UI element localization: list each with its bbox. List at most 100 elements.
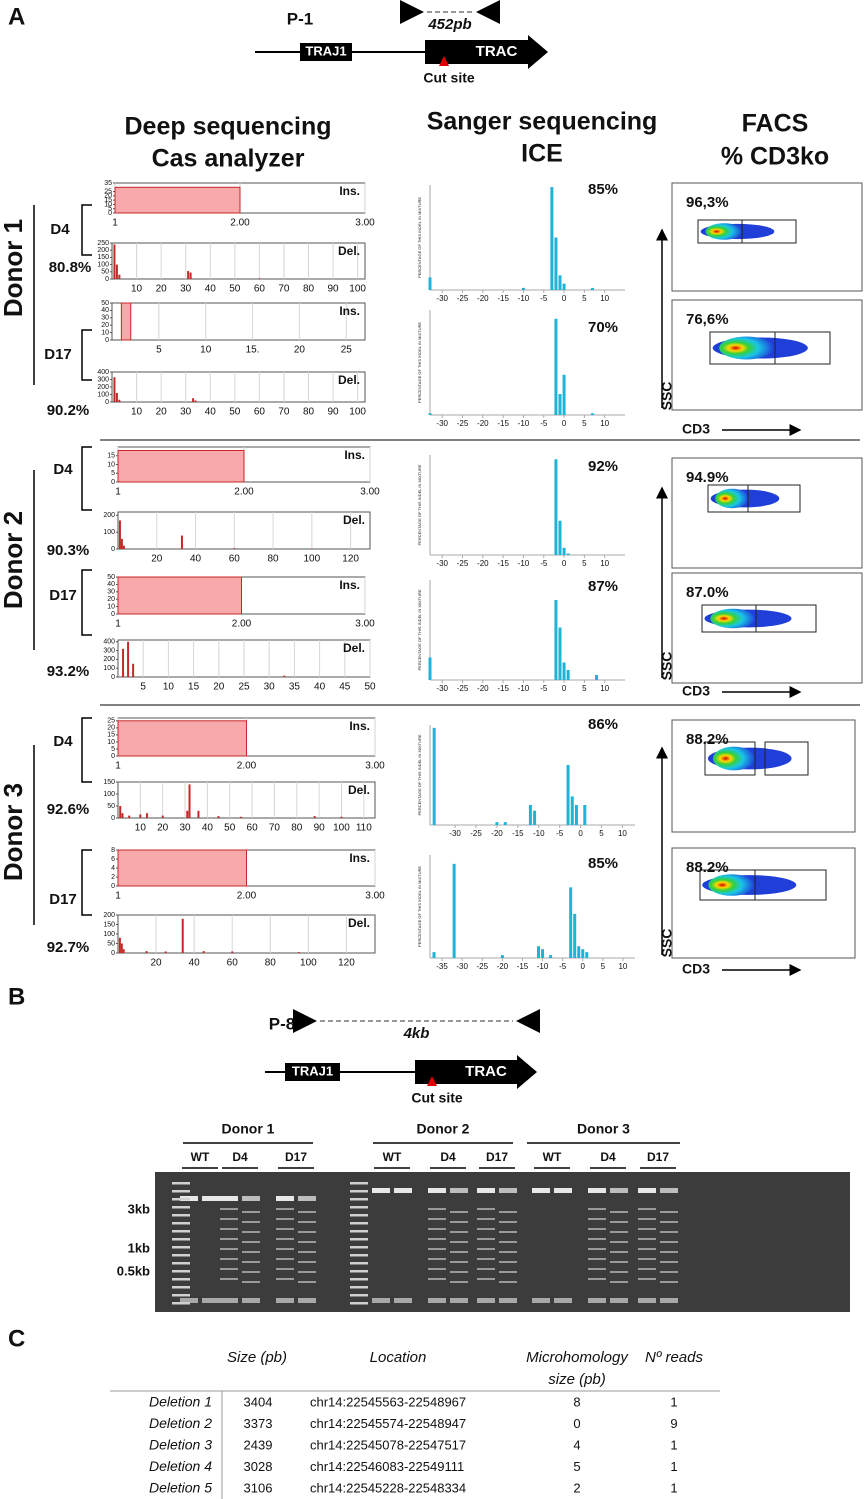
y-tick-label: 200 [97,384,109,391]
bar [187,271,190,279]
bar [558,627,562,680]
x-tick-label: 40 [205,407,217,418]
ladder-band [172,1190,190,1193]
donor-name: Donor 1 [0,219,28,317]
y-tick-label: 100 [97,391,109,398]
band [428,1278,446,1280]
x-tick-label: -10 [518,419,530,428]
chart-label: Del. [343,641,365,655]
y-tick-label: 0 [111,883,115,890]
y-tick-label: 20 [107,725,115,732]
plot-frame [117,781,376,819]
y-tick-label: 300 [97,376,109,383]
row-label: Deletion 2 [149,1415,212,1431]
bar [521,287,525,290]
bar [533,810,537,825]
band [610,1298,628,1303]
facs-density [719,336,774,360]
band [477,1248,495,1250]
x-tick-label: 90 [328,407,340,418]
y-tick-label: 200 [103,656,115,663]
gate [741,219,797,244]
bar [554,459,558,555]
band [638,1248,656,1250]
cell: chr14:22545574-22548947 [310,1416,466,1431]
bar [550,187,554,290]
band [242,1211,260,1213]
ladder-band [350,1254,368,1257]
band [554,1298,572,1303]
ladder-band [350,1294,368,1297]
bar [569,887,573,958]
band [588,1298,606,1303]
bar [118,520,121,549]
facs-frame [671,182,863,292]
axis-title: SSC [659,382,675,411]
cell: 3373 [244,1416,273,1431]
x-tick-label: 5 [601,962,606,971]
x-tick-label: 10 [131,284,143,295]
efficiency: 93.2% [47,663,90,680]
y-tick-label: 100 [97,261,109,268]
plot-frame [111,242,366,280]
band [242,1281,260,1283]
ladder-band [350,1286,368,1289]
bar [189,272,192,279]
x-tick-label: 2.00 [232,619,252,630]
band [450,1261,468,1263]
bar [194,400,197,402]
gate [754,869,827,901]
x-tick-label: 40 [190,554,202,565]
x-tick-label: 120 [342,554,359,565]
band [499,1211,517,1213]
plot-frame [117,511,371,550]
x-tick-label: -25 [476,962,488,971]
plot-frame [111,371,366,403]
x-tick-label: -5 [540,559,548,568]
band [298,1251,316,1253]
y-tick-label: 100 [103,791,115,798]
facs-density [710,608,756,629]
bar [132,663,135,677]
band [660,1281,678,1283]
y-tick-label: 0 [111,674,115,681]
donor-label: Donor 2 [417,1121,470,1137]
band [638,1298,656,1303]
x-tick-label: 5 [140,682,146,693]
ladder-band [172,1206,190,1209]
timepoint: D17 [49,587,77,604]
axis-title: SSC [659,929,675,958]
y-tick-label: 20 [107,596,115,603]
ladder-band [172,1262,190,1265]
gate [764,741,809,776]
x-tick-label: 40 [314,682,326,693]
band [610,1251,628,1253]
cell: 9 [670,1416,677,1431]
y-tick-label: 250 [97,240,109,247]
timepoint: D17 [44,346,72,363]
panel-label: C [8,1325,25,1352]
bar [537,946,541,958]
bar [428,657,432,680]
y-tick-label: 50 [107,803,115,810]
band [180,1298,198,1303]
band [532,1188,550,1193]
band [298,1281,316,1283]
y-tick-label: 10 [107,739,115,746]
x-tick-label: 20 [151,554,163,565]
axis-title: PERCENTAGE OF THIS INDEL IN MIXTURE [417,197,422,278]
band [532,1298,550,1303]
x-tick-label: 80 [291,823,303,834]
band [660,1211,678,1213]
band [499,1281,517,1283]
band [638,1278,656,1280]
band [428,1208,446,1210]
panel-label: B [8,983,25,1010]
x-tick-label: 20 [156,284,168,295]
ladder-band [172,1294,190,1297]
ladder-band [350,1230,368,1233]
table-header: Nº reads [645,1349,704,1366]
band [298,1221,316,1223]
band [242,1221,260,1223]
bracket [81,446,92,511]
